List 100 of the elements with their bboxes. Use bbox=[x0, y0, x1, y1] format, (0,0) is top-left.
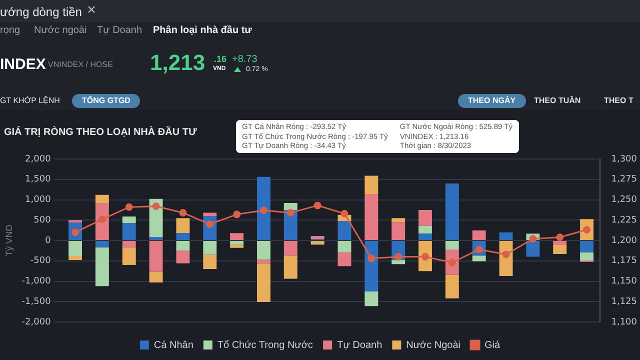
bar bbox=[176, 233, 190, 240]
y-tick-label: 1,500 bbox=[25, 174, 52, 185]
y-tick-label: 2,000 bbox=[25, 154, 52, 164]
bar bbox=[472, 230, 486, 240]
bar bbox=[526, 241, 540, 257]
legend-label: Giá bbox=[484, 340, 501, 351]
bar bbox=[256, 176, 270, 240]
bar bbox=[284, 203, 298, 210]
bar bbox=[472, 256, 486, 262]
bar bbox=[95, 241, 109, 248]
y-tick-label: -2,000 bbox=[22, 317, 52, 328]
bar bbox=[284, 241, 298, 256]
y-tick-label: -500 bbox=[30, 256, 52, 266]
bar bbox=[95, 247, 109, 286]
bar bbox=[364, 194, 378, 240]
text: 1,213 bbox=[150, 50, 206, 76]
bar bbox=[68, 241, 82, 256]
bar bbox=[176, 250, 190, 264]
y2-tick-label: 1,125 bbox=[611, 296, 637, 307]
y2-tick-label: 1,100 bbox=[611, 317, 638, 328]
y-tick-label: 1,000 bbox=[25, 195, 52, 206]
bar bbox=[338, 252, 352, 266]
y-axis-title: Tỷ VND bbox=[4, 224, 14, 256]
text: Phân loại nhà đầu tư bbox=[153, 25, 252, 37]
point bbox=[152, 202, 160, 210]
point bbox=[233, 210, 241, 218]
bar bbox=[230, 233, 244, 240]
bar bbox=[203, 241, 217, 255]
point bbox=[394, 253, 402, 261]
bar bbox=[445, 241, 459, 250]
bar bbox=[230, 244, 244, 248]
bar bbox=[149, 272, 163, 282]
bar bbox=[256, 260, 270, 264]
bar bbox=[418, 226, 432, 234]
bar bbox=[149, 241, 163, 272]
text: THEO TUẦN bbox=[534, 96, 581, 106]
bar bbox=[392, 260, 406, 264]
point bbox=[260, 206, 268, 214]
bar bbox=[553, 244, 567, 254]
bar bbox=[95, 194, 109, 204]
bar bbox=[122, 216, 136, 223]
y2-tick-label: 1,300 bbox=[611, 154, 638, 164]
bar bbox=[553, 241, 567, 245]
bar bbox=[392, 222, 406, 240]
point bbox=[529, 235, 537, 243]
y2-tick-label: 1,200 bbox=[611, 236, 638, 246]
point bbox=[340, 210, 348, 218]
bar bbox=[364, 241, 378, 292]
bar bbox=[445, 274, 459, 298]
bar bbox=[310, 236, 324, 240]
text: Tự Doanh bbox=[97, 25, 142, 37]
point bbox=[286, 209, 294, 217]
point bbox=[556, 233, 564, 241]
bar bbox=[392, 218, 406, 222]
y2-tick-label: 1,150 bbox=[611, 276, 638, 287]
point bbox=[179, 209, 187, 217]
point bbox=[125, 203, 133, 211]
legend-label: Cá Nhân bbox=[154, 340, 194, 351]
bar bbox=[284, 256, 298, 279]
text: Nước ngoài bbox=[34, 25, 87, 37]
bar bbox=[499, 232, 513, 240]
y2-tick-label: 1,250 bbox=[611, 195, 638, 206]
y2-tick-label: 1,175 bbox=[611, 256, 637, 266]
y-tick-label: -1,000 bbox=[22, 276, 52, 287]
bar bbox=[338, 241, 352, 252]
point bbox=[98, 216, 106, 224]
text: rọng bbox=[0, 25, 20, 37]
bar bbox=[418, 210, 432, 226]
y2-tick-label: 1,275 bbox=[611, 174, 637, 185]
y-tick-label: 500 bbox=[34, 215, 52, 226]
bar bbox=[338, 220, 352, 240]
bar bbox=[122, 222, 136, 240]
bar bbox=[122, 241, 136, 248]
bar bbox=[310, 242, 324, 245]
bar bbox=[256, 241, 270, 260]
bar bbox=[256, 263, 270, 302]
bar bbox=[418, 234, 432, 240]
point bbox=[314, 202, 322, 210]
y-tick-label: 0 bbox=[45, 236, 52, 246]
bar bbox=[203, 254, 217, 270]
bar bbox=[149, 237, 163, 240]
point bbox=[368, 254, 376, 262]
bar bbox=[68, 220, 82, 223]
y-tick-label: -1,500 bbox=[22, 296, 52, 307]
point bbox=[502, 250, 510, 258]
bar bbox=[203, 212, 217, 216]
legend-label: Nước Ngoài bbox=[406, 340, 461, 351]
bar bbox=[68, 256, 82, 260]
chart-title: GIÁ TRỊ RÒNG THEO LOẠI NHÀ ĐẦU TƯ bbox=[4, 127, 197, 138]
bar bbox=[364, 291, 378, 306]
bar bbox=[122, 247, 136, 265]
text: +8.73 bbox=[232, 54, 258, 66]
bar bbox=[580, 252, 594, 261]
text: GT KHỚP LỆNH bbox=[0, 96, 60, 106]
text: VNINDEX / HOSE bbox=[48, 60, 113, 70]
bar bbox=[580, 241, 594, 252]
bar bbox=[176, 241, 190, 251]
text: INDEX bbox=[0, 56, 46, 74]
text: .16 bbox=[214, 54, 227, 65]
bar bbox=[230, 241, 244, 245]
